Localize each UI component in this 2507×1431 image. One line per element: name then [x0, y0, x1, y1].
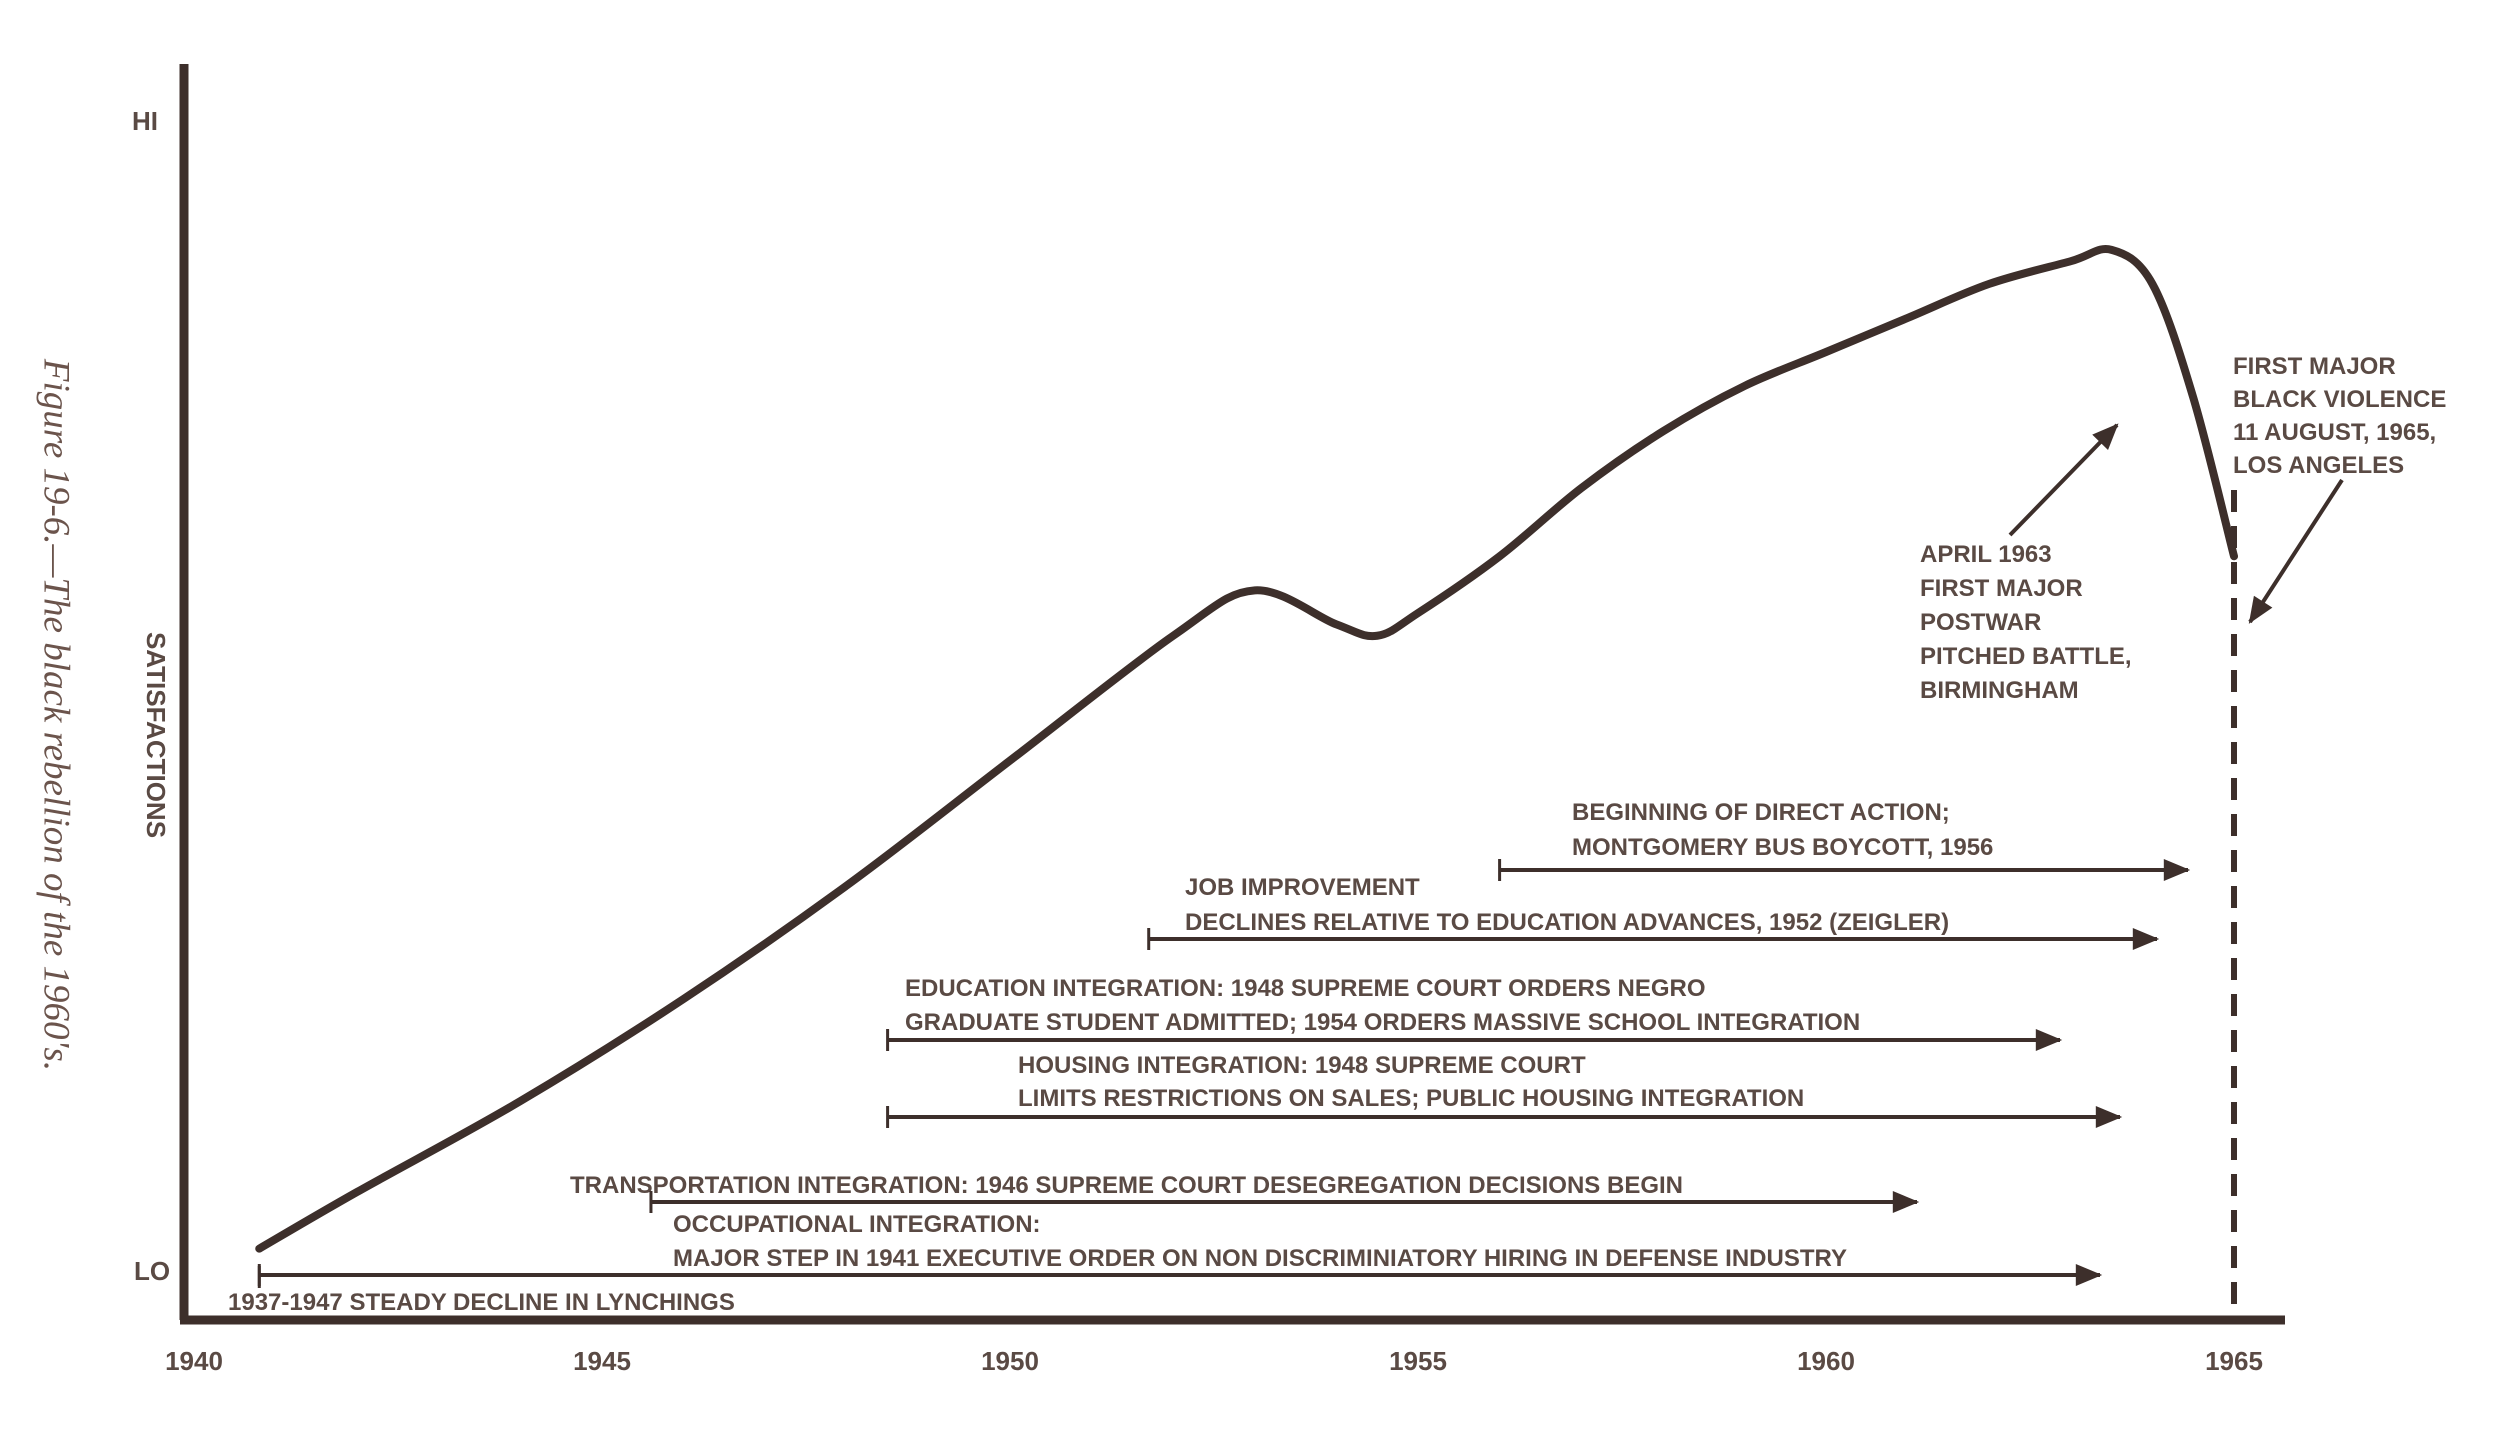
annotation-los-angeles-line: 11 AUGUST, 1965, — [2233, 419, 2436, 446]
y-axis-label: SATISFACTIONS — [141, 632, 171, 838]
event-label-6-line: 1937-1947 STEADY DECLINE IN LYNCHINGS — [228, 1289, 735, 1316]
event-label-0-line: BEGINNING OF DIRECT ACTION; — [1572, 799, 1950, 826]
x-tick-label: 1945 — [573, 1346, 631, 1376]
annotation-los-angeles-line: LOS ANGELES — [2233, 452, 2404, 479]
annotation-los-angeles-line: FIRST MAJOR — [2233, 353, 2396, 380]
event-label-5-line: MAJOR STEP IN 1941 EXECUTIVE ORDER ON NO… — [673, 1245, 1847, 1272]
event-label-2-line: EDUCATION INTEGRATION: 1948 SUPREME COUR… — [905, 975, 1706, 1002]
event-label-1-line: JOB IMPROVEMENT — [1185, 874, 1420, 901]
annotation-birmingham-arrow — [2008, 423, 2119, 537]
event-label-5-line: OCCUPATIONAL INTEGRATION: — [673, 1211, 1041, 1238]
annotation-birmingham-line: POSTWAR — [1920, 609, 2041, 636]
x-tick-label: 1960 — [1797, 1346, 1855, 1376]
event-label-4-line: TRANSPORTATION INTEGRATION: 1946 SUPREME… — [570, 1172, 1683, 1199]
annotation-los-angeles-line: BLACK VIOLENCE — [2233, 386, 2446, 413]
y-tick-label-lo: LO — [134, 1256, 170, 1286]
annotation-birmingham-line: APRIL 1963 — [1920, 541, 2052, 568]
annotation-los-angeles-arrow — [2248, 478, 2344, 624]
satisfaction-curve — [255, 245, 2238, 1253]
event-label-2-line: GRADUATE STUDENT ADMITTED; 1954 ORDERS M… — [905, 1009, 1860, 1036]
x-tick-label: 1950 — [981, 1346, 1039, 1376]
y-tick-label-hi: HI — [132, 106, 158, 136]
event-label-3-line: HOUSING INTEGRATION: 1948 SUPREME COURT — [1018, 1052, 1586, 1079]
event-label-1-line: DECLINES RELATIVE TO EDUCATION ADVANCES,… — [1185, 909, 1949, 936]
event-label-3-line: LIMITS RESTRICTIONS ON SALES; PUBLIC HOU… — [1018, 1085, 1804, 1112]
annotation-birmingham-line: BIRMINGHAM — [1920, 677, 2079, 704]
annotation-birmingham-line: PITCHED BATTLE, — [1920, 643, 2132, 670]
x-tick-label: 1965 — [2205, 1346, 2263, 1376]
event-label-0-line: MONTGOMERY BUS BOYCOTT, 1956 — [1572, 834, 1993, 861]
annotation-birmingham-line: FIRST MAJOR — [1920, 575, 2083, 602]
x-tick-label: 1940 — [165, 1346, 223, 1376]
x-tick-label: 1955 — [1389, 1346, 1447, 1376]
